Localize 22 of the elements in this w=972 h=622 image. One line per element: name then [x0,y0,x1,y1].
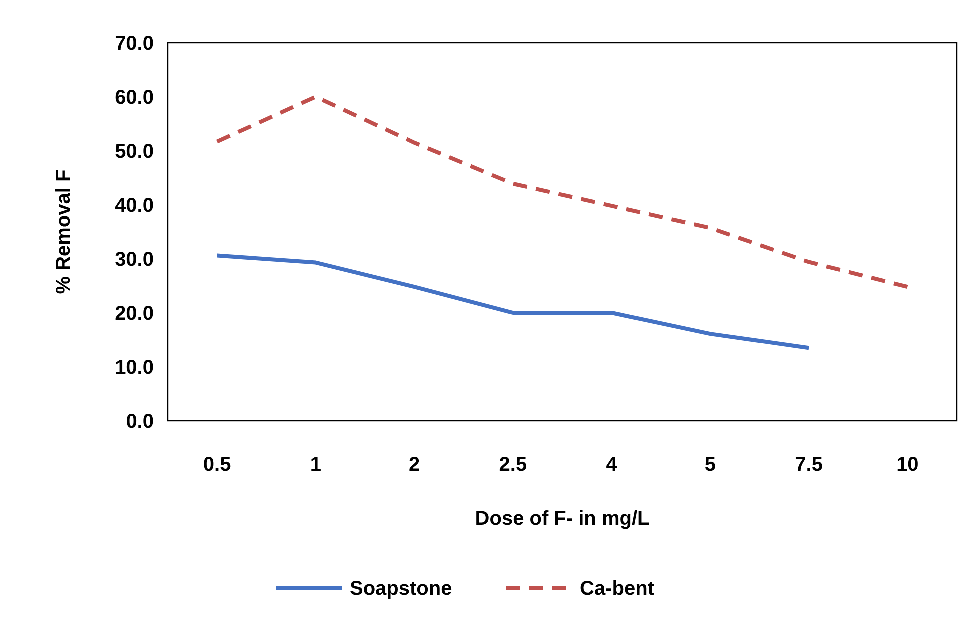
y-tick-label: 30.0 [115,249,154,271]
line-series [215,254,812,350]
x-tick-label: 4 [606,454,618,476]
x-tick-label: 2.5 [499,454,528,476]
y-tick-label: 10.0 [115,357,154,379]
legend-label: Soapstone [350,578,452,600]
legend-label: Ca-bent [580,578,655,600]
x-tick-label: 1 [310,454,322,476]
y-axis-title: % Removal F [53,170,75,294]
x-axis-title: Dose of F- in mg/L [475,508,650,530]
y-tick-label: 70.0 [115,33,154,55]
y-tick-label: 20.0 [115,303,154,325]
x-tick-label: 7.5 [795,454,823,476]
line-series [215,95,910,290]
x-tick-label: 5 [704,454,716,476]
x-tick-label: 10 [896,454,919,476]
x-tick-label: 2 [409,454,420,476]
y-tick-label: 60.0 [115,87,154,109]
y-tick-label: 40.0 [115,195,154,217]
x-tick-label: 0.5 [203,454,232,476]
y-tick-label: 50.0 [115,141,154,163]
y-tick-label: 0.0 [126,411,154,433]
